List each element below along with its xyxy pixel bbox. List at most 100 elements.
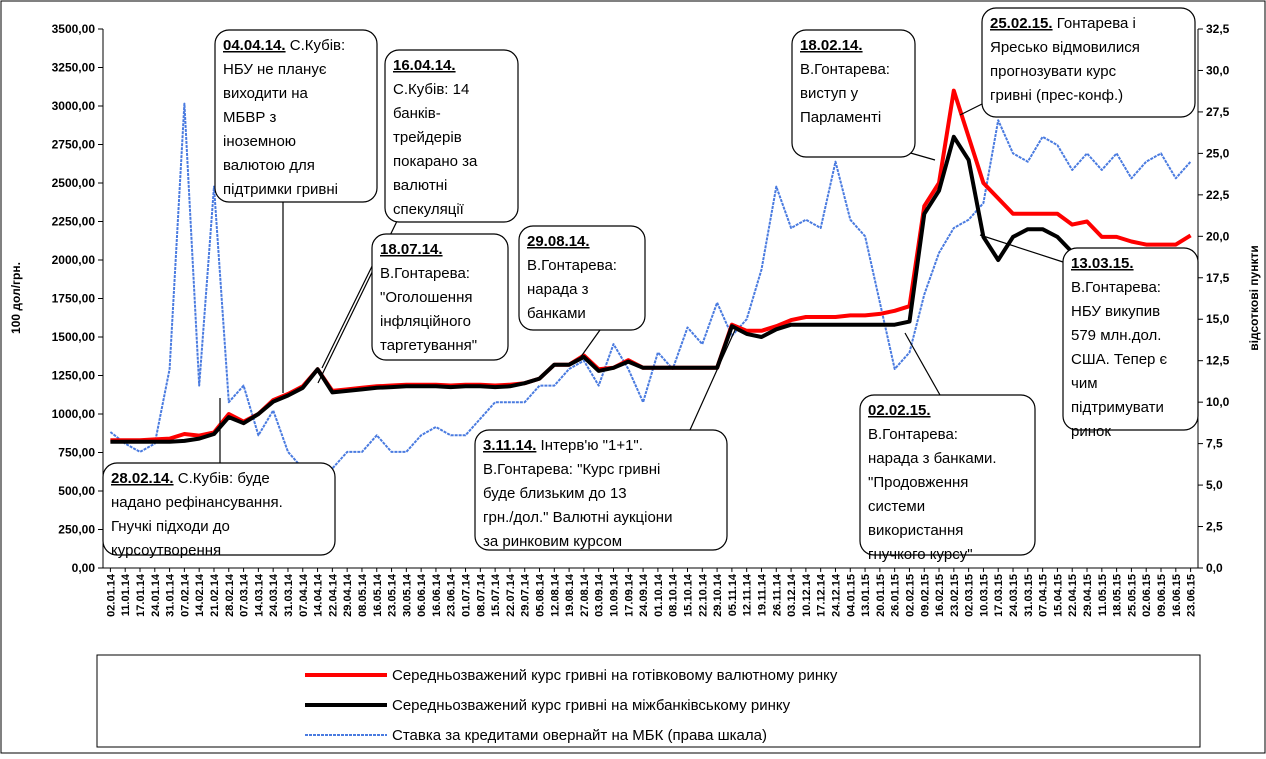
callout-text: В.Гонтарева: — [868, 426, 958, 443]
y-tick-label: 0,00 — [72, 561, 96, 575]
callout-text: нарада з — [527, 281, 589, 298]
x-tick-label: 20.01.15 — [875, 574, 887, 617]
callout-text: Парламенті — [800, 109, 881, 126]
x-tick-label: 09.06.15 — [1156, 574, 1168, 617]
y-tick-label: 2750,00 — [52, 138, 96, 152]
x-tick-label: 05.08.14 — [535, 573, 547, 617]
x-tick-label: 01.07.14 — [461, 573, 473, 617]
callout-date: 04.04.14. — [223, 37, 286, 54]
x-tick-label: 29.04.14 — [342, 573, 354, 617]
x-tick-label: 02.02.15 — [904, 574, 916, 617]
x-tick-label: 25.05.15 — [1126, 574, 1138, 617]
y2-tick-label: 30,0 — [1206, 63, 1230, 77]
callout-text: гривні (прес-конф.) — [990, 87, 1123, 104]
y-tick-label: 2000,00 — [52, 253, 96, 267]
callout-text: буде близьким до 13 — [483, 485, 627, 502]
x-tick-label: 14.02.14 — [194, 573, 206, 617]
x-tick-label: 10.09.14 — [609, 573, 621, 617]
x-tick-label: 18.05.15 — [1112, 574, 1124, 617]
callout-date: 3.11.14. — [483, 437, 536, 454]
callout-text: Гнучкі підходи до — [111, 518, 230, 535]
y-tick-label: 3250,00 — [52, 61, 96, 75]
callout-text: підтримки гривні — [223, 181, 338, 198]
x-tick-label: 15.04.15 — [1052, 574, 1064, 617]
callout-text: В.Гонтарева: — [527, 257, 617, 274]
callout-text: Гонтарева і — [1053, 15, 1136, 32]
callout-date: 16.04.14. — [393, 57, 456, 74]
x-tick-label: 08.07.14 — [475, 573, 487, 617]
callout-text: ринок — [1071, 423, 1111, 440]
y2-tick-label: 5,0 — [1206, 478, 1223, 492]
x-tick-label: 02.01.14 — [105, 573, 117, 617]
y-tick-label: 500,00 — [58, 484, 95, 498]
callout-text: системи — [868, 498, 925, 515]
callout-box — [518, 225, 646, 331]
callout-text: Яресько відмовилися — [990, 39, 1140, 56]
callout-pointer — [979, 234, 1064, 263]
callout-box — [981, 7, 1196, 118]
callout-box — [102, 462, 336, 556]
callout-text: валютні — [393, 177, 447, 194]
y2-axis-label: відсоткові пункти — [1247, 245, 1261, 350]
x-tick-label: 17.03.15 — [993, 574, 1005, 617]
callout-text: спекуляції — [393, 201, 465, 218]
x-tick-label: 24.12.14 — [830, 573, 842, 617]
y-tick-label: 1000,00 — [52, 407, 96, 421]
x-tick-label: 14.04.14 — [313, 573, 325, 617]
y-axis-label: 100 дол/грн. — [9, 262, 23, 334]
x-tick-label: 15.10.14 — [682, 573, 694, 617]
callout-text: покарано за — [393, 153, 478, 170]
callout-text: "Оголошення — [380, 289, 472, 306]
legend-label: Середньозважений курс гривні на готівков… — [392, 667, 838, 684]
y-tick-label: 1750,00 — [52, 292, 96, 306]
y2-tick-label: 0,0 — [1206, 561, 1223, 575]
callout-text: С.Кубів: буде — [174, 470, 270, 487]
x-tick-label: 16.06.15 — [1171, 574, 1183, 617]
callout-text: "Продовження — [868, 474, 968, 491]
legend-label: Ставка за кредитами овернайт на МБК (пра… — [392, 727, 767, 744]
x-tick-label: 07.03.14 — [239, 573, 251, 617]
y2-tick-label: 12,5 — [1206, 354, 1230, 368]
x-tick-label: 24.03.15 — [1008, 574, 1020, 617]
x-tick-label: 26.01.15 — [890, 574, 902, 617]
x-tick-label: 03.09.14 — [594, 573, 606, 617]
y2-tick-label: 15,0 — [1206, 312, 1230, 326]
y2-tick-label: 25,0 — [1206, 146, 1230, 160]
callout-date: 29.08.14. — [527, 233, 590, 250]
x-tick-label: 24.03.14 — [268, 573, 280, 617]
callout-text: В.Гонтарева: — [380, 265, 470, 282]
callout-text: таргетування" — [380, 337, 477, 354]
legend-label: Середньозважений курс гривні на міжбанкі… — [392, 697, 791, 714]
callout-text: С.Кубів: — [286, 37, 346, 54]
x-tick-label: 29.10.14 — [712, 573, 724, 617]
y2-tick-label: 17,5 — [1206, 271, 1230, 285]
x-tick-label: 07.04.14 — [298, 573, 310, 617]
callout-text: банків- — [393, 105, 441, 122]
callout-box — [859, 394, 1036, 556]
x-tick-label: 10.12.14 — [801, 573, 813, 617]
callout-text: курсоутворення — [111, 542, 221, 559]
x-tick-label: 23.06.15 — [1186, 574, 1198, 617]
y-tick-label: 3000,00 — [52, 99, 96, 113]
x-tick-label: 11.05.15 — [1097, 574, 1109, 616]
callout-text: С.Кубів: 14 — [393, 81, 469, 98]
x-tick-label: 09.02.15 — [919, 574, 931, 617]
callout-text: грн./дол." Валютні аукціони — [483, 509, 672, 526]
x-tick-label: 23.05.14 — [387, 573, 399, 617]
x-tick-label: 27.08.14 — [579, 573, 591, 617]
y2-tick-label: 27,5 — [1206, 105, 1230, 119]
x-tick-label: 24.01.14 — [150, 573, 162, 617]
callout-text: нарада з банками. — [868, 450, 997, 467]
y2-tick-label: 32,5 — [1206, 22, 1230, 36]
x-tick-label: 12.11.14 — [742, 573, 754, 616]
callout-text: В.Гонтарева: — [1071, 279, 1161, 296]
y-tick-label: 750,00 — [58, 446, 95, 460]
y-tick-label: 1500,00 — [52, 330, 96, 344]
y-tick-label: 250,00 — [58, 523, 95, 537]
callout-text: надано рефінансування. — [111, 494, 283, 511]
callout-text: В.Гонтарева: "Курс гривні — [483, 461, 660, 478]
x-tick-label: 04.01.15 — [845, 574, 857, 617]
legend-box — [96, 654, 1201, 748]
callout-text: Інтерв'ю "1+1". — [536, 437, 643, 454]
